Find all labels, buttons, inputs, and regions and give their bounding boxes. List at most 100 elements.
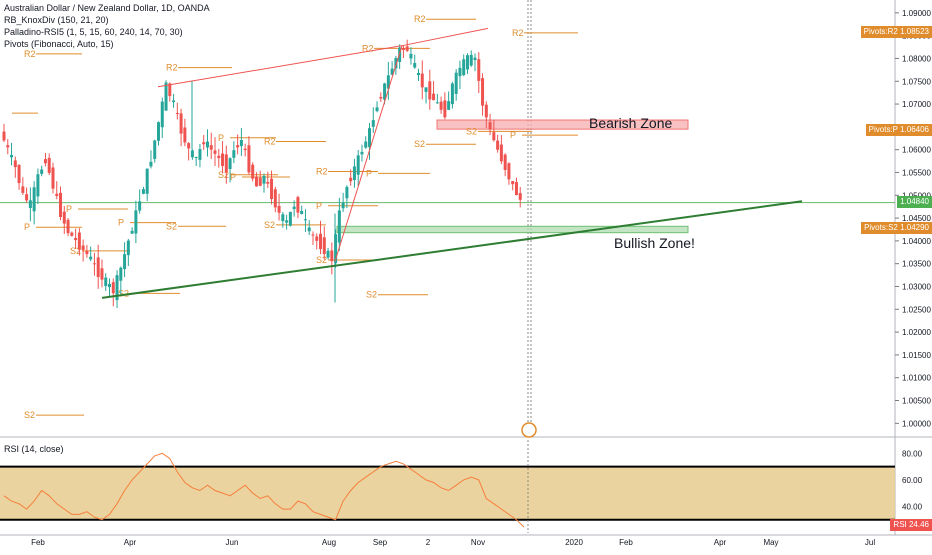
time-tick-label: Feb [31,538,45,547]
candle-body [47,157,51,173]
candle-body [51,167,55,189]
candle-body [345,186,349,199]
candle-body [488,122,492,130]
time-tick-label: Feb [619,538,633,547]
pivot-level-label: S2 [366,290,377,300]
candle-body [172,100,176,103]
candle-body [401,48,405,50]
candle-body [66,219,70,234]
candle-body [59,192,63,218]
pivot-level-label: P [218,133,224,143]
candle-body [6,145,10,148]
bullish-zone-label: Bullish Zone! [614,235,695,251]
pivot-level-label: R2 [166,63,178,73]
candle-body [32,187,36,212]
candle-body [435,102,439,104]
pivot-s2-tag: Pivots:S2 1.04290 [861,222,932,234]
candle-body [390,68,394,75]
price-tick-label: 1.02000 [902,328,931,337]
candle-body [160,101,164,128]
candle-body [499,144,503,162]
candle-body [277,205,281,213]
candle-body [13,160,17,168]
candle-body [254,176,258,187]
pivot-level-label: P [118,218,124,228]
price-tick-label: 1.07000 [902,100,931,109]
pivot-level-label: R2 [414,14,426,24]
candle-body [96,257,100,278]
candles-group [2,39,522,309]
candle-body [330,250,334,262]
candle-body [141,189,145,194]
indicator-palladino-rsi[interactable]: Palladino-RSI5 (1, 5, 15, 60, 240, 14, 7… [4,27,183,37]
candle-body [481,78,485,106]
price-tick-label: 1.05500 [902,168,931,177]
candle-body [394,58,398,69]
pivot-level-label: R2 [362,43,374,53]
candle-body [74,237,78,241]
candle-body [409,53,413,59]
candle-body [473,57,477,61]
candle-body [503,154,507,170]
candle-body [10,154,14,158]
chart-legend: Australian Dollar / New Zealand Dollar, … [4,2,210,50]
price-tick-label: 1.04500 [902,214,931,223]
candle-body [315,236,319,241]
candle-body [126,240,130,256]
candle-body [454,72,458,94]
candle-body [194,157,198,159]
candle-body [492,132,496,141]
candle-body [405,46,409,51]
candle-body [205,141,209,148]
candle-body [190,150,194,158]
pivot-level-label: S2 [414,139,425,149]
candle-body [458,67,462,77]
indicator-knoxdiv[interactable]: RB_KnoxDiv (150, 21, 20) [4,15,109,25]
current-price-tag: 1.04840 [897,196,932,208]
candle-body [149,161,153,167]
pivot-level-label: P [316,201,322,211]
pivot-level-label: S2 [466,126,477,136]
candle-body [511,180,515,185]
time-tick-label: Jul [865,538,875,547]
candle-body [360,151,364,155]
time-tick-label: Sep [373,538,388,547]
pivot-level-label: R2 [316,167,328,177]
time-tick-label: Nov [471,538,485,547]
rsi-legend[interactable]: RSI (14, close) [4,444,64,454]
pivot-level-label: S2 [316,255,327,265]
candle-body [145,168,149,194]
pivot-level-label: P [24,222,30,232]
candle-body [319,233,323,249]
candle-body [55,193,59,197]
candle-body [514,182,518,196]
candle-body [92,263,96,265]
pivot-level-label: S2 [218,170,229,180]
candle-body [70,232,74,236]
symbol-title[interactable]: Australian Dollar / New Zealand Dollar, … [4,3,210,13]
candle-body [322,237,326,255]
candle-body [386,75,390,89]
candle-body [447,101,451,110]
bullish-zone [336,225,689,234]
pivot-level-label: R2 [512,28,524,38]
price-tick-label: 1.09000 [902,9,931,18]
candle-body [334,234,338,264]
price-tick-label: 1.00000 [902,419,931,428]
pivot-r2-tag: Pivots:R2 1.08523 [860,26,932,38]
rsi-value-tag: RSI 24.46 [890,519,932,531]
candle-body [281,214,285,222]
candle-body [138,201,142,211]
candle-body [326,250,330,258]
candle-body [130,230,134,234]
candle-body [28,200,32,209]
indicator-pivots[interactable]: Pivots (Fibonacci, Auto, 15) [4,39,114,49]
candle-body [25,194,29,201]
candle-body [81,245,85,250]
price-tick-label: 1.00500 [902,397,931,406]
candle-body [379,96,383,99]
pivot-level-label: S2 [24,410,35,420]
candle-body [292,206,296,210]
